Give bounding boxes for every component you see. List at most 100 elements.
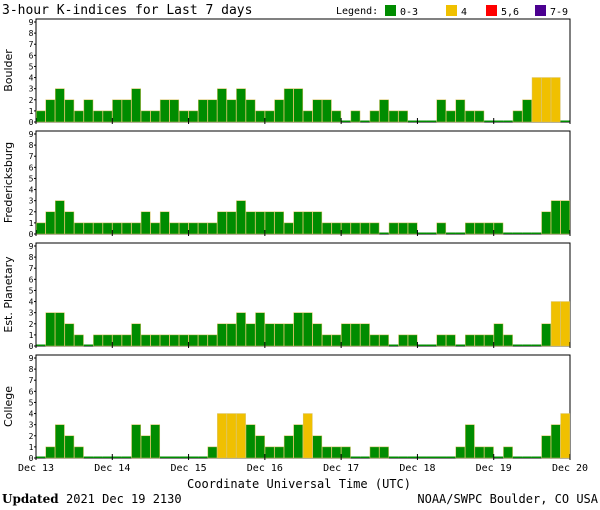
k-bar [83, 456, 94, 458]
y-tick-label: 8 [29, 141, 34, 150]
k-bar [302, 211, 313, 235]
k-bar [493, 323, 504, 347]
k-bar [503, 334, 513, 347]
k-bar [112, 222, 122, 235]
k-bar [159, 99, 170, 123]
k-bar [522, 456, 532, 458]
k-bar [474, 110, 485, 123]
y-tick-label: 1 [29, 331, 34, 340]
k-bar [198, 334, 208, 347]
k-bar [331, 334, 342, 347]
k-bar [150, 222, 161, 235]
k-bar [417, 232, 427, 234]
k-bar [474, 222, 485, 235]
k-bar [245, 424, 256, 459]
k-bar [407, 120, 418, 122]
k-bar [322, 446, 332, 459]
y-tick-label: 3 [29, 85, 34, 94]
k-bar [217, 413, 227, 459]
y-tick-label: 9 [29, 18, 34, 27]
updated-label: Updated [2, 492, 59, 506]
k-bar [188, 456, 199, 458]
k-bar [426, 344, 437, 346]
k-bar [207, 446, 218, 459]
k-bar [369, 446, 380, 459]
k-bar [341, 120, 351, 122]
k-bar [302, 312, 313, 347]
k-bar [112, 99, 122, 123]
chart-header: 3-hour K-indices for Last 7 days Legend:… [2, 3, 568, 18]
k-bar [102, 456, 113, 458]
x-axis-title: Coordinate Universal Time (UTC) [187, 477, 411, 491]
k-bar [398, 334, 408, 347]
k-bar [93, 110, 103, 123]
k-bar [283, 435, 294, 459]
k-bar [207, 99, 218, 123]
y-tick-label: 7 [29, 40, 34, 49]
k-bar [560, 120, 570, 122]
k-bar [560, 413, 571, 459]
k-bar [188, 110, 199, 123]
k-bar [322, 99, 332, 123]
k-bar [541, 211, 551, 235]
k-bar [322, 334, 332, 347]
k-bar [140, 211, 151, 235]
x-tick-label: Dec 14 [94, 463, 130, 474]
k-bar [255, 435, 265, 459]
y-tick-label: 9 [29, 242, 34, 251]
k-bar [274, 211, 284, 235]
legend-swatch-1 [446, 5, 457, 16]
k-bar [550, 301, 561, 347]
y-tick-label: 2 [29, 432, 34, 441]
panel-0: Boulder 0 1 2 3 4 5 6 7 8 9 [2, 18, 571, 127]
y-tick-label: 2 [29, 320, 34, 329]
k-bar [226, 413, 237, 459]
k-bar [550, 424, 561, 459]
k-bar [45, 211, 56, 235]
k-bar [264, 323, 275, 347]
y-tick-label: 4 [29, 186, 34, 195]
k-bar [531, 456, 542, 458]
k-bar [531, 77, 542, 123]
k-bar [150, 424, 161, 459]
k-bar [293, 312, 304, 347]
k-bar [198, 456, 208, 458]
y-tick-label: 0 [29, 118, 34, 127]
k-bar [350, 222, 361, 235]
k-bar [178, 110, 189, 123]
chart-title: 3-hour K-indices for Last 7 days [2, 3, 252, 18]
x-axis: Dec 13 Dec 14 Dec 15 Dec 16 Dec 17 Dec 18 Dec … [18, 463, 588, 474]
k-bar [64, 211, 75, 235]
k-bar [407, 334, 418, 347]
k-bar [45, 312, 56, 347]
k-bar [369, 334, 380, 347]
y-tick-label: 8 [29, 29, 34, 38]
k-bar [55, 424, 65, 459]
k-bar [436, 334, 447, 347]
legend-swatch-0 [385, 5, 396, 16]
k-bar [236, 413, 246, 459]
k-bar [64, 435, 75, 459]
k-bar [407, 456, 418, 458]
k-bar [150, 334, 161, 347]
k-bar [350, 110, 361, 123]
k-bar [55, 312, 65, 347]
k-bar [512, 232, 523, 234]
y-tick-label: 4 [29, 74, 34, 83]
k-bar [283, 222, 294, 235]
k-bar [474, 446, 485, 459]
k-bar [522, 232, 532, 234]
k-bar [112, 456, 122, 458]
k-bar [312, 99, 323, 123]
k-bar [522, 99, 532, 123]
k-bar [293, 88, 304, 123]
k-bar [140, 334, 151, 347]
k-bar [417, 456, 427, 458]
y-tick-label: 1 [29, 107, 34, 116]
k-bar [245, 99, 256, 123]
y-tick-label: 8 [29, 253, 34, 262]
k-bar [522, 344, 532, 346]
k-bar [179, 456, 189, 458]
source-credit: NOAA/SWPC Boulder, CO USA [417, 492, 598, 506]
k-bar [55, 88, 65, 123]
